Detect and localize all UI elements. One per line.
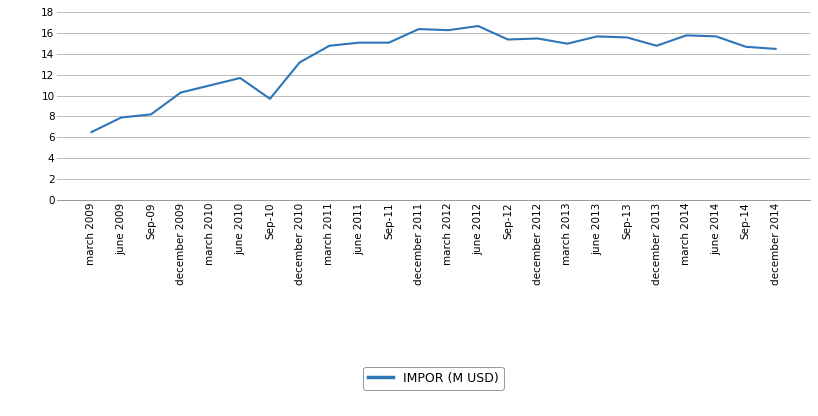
Line: IMPOR (M USD): IMPOR (M USD) bbox=[92, 26, 775, 132]
IMPOR (M USD) bbox=[176, 90, 186, 95]
IMPOR (M USD) bbox=[533, 36, 542, 41]
IMPOR (M USD) bbox=[265, 96, 275, 101]
IMPOR (M USD) bbox=[414, 27, 424, 32]
IMPOR (M USD) bbox=[205, 83, 215, 88]
IMPOR (M USD) bbox=[622, 35, 631, 40]
IMPOR (M USD) bbox=[443, 27, 453, 33]
IMPOR (M USD) bbox=[294, 60, 304, 65]
IMPOR (M USD) bbox=[236, 76, 245, 81]
IMPOR (M USD) bbox=[474, 23, 483, 28]
IMPOR (M USD) bbox=[354, 40, 364, 45]
IMPOR (M USD) bbox=[325, 43, 335, 48]
Legend: IMPOR (M USD): IMPOR (M USD) bbox=[363, 367, 504, 390]
IMPOR (M USD) bbox=[681, 33, 691, 38]
IMPOR (M USD) bbox=[503, 37, 513, 42]
IMPOR (M USD) bbox=[563, 41, 573, 46]
IMPOR (M USD) bbox=[741, 45, 751, 50]
IMPOR (M USD) bbox=[87, 130, 97, 135]
IMPOR (M USD) bbox=[116, 115, 126, 120]
IMPOR (M USD) bbox=[384, 40, 393, 45]
IMPOR (M USD) bbox=[652, 43, 662, 48]
IMPOR (M USD) bbox=[711, 34, 721, 39]
IMPOR (M USD) bbox=[771, 46, 780, 51]
IMPOR (M USD) bbox=[592, 34, 602, 39]
IMPOR (M USD) bbox=[146, 112, 156, 117]
